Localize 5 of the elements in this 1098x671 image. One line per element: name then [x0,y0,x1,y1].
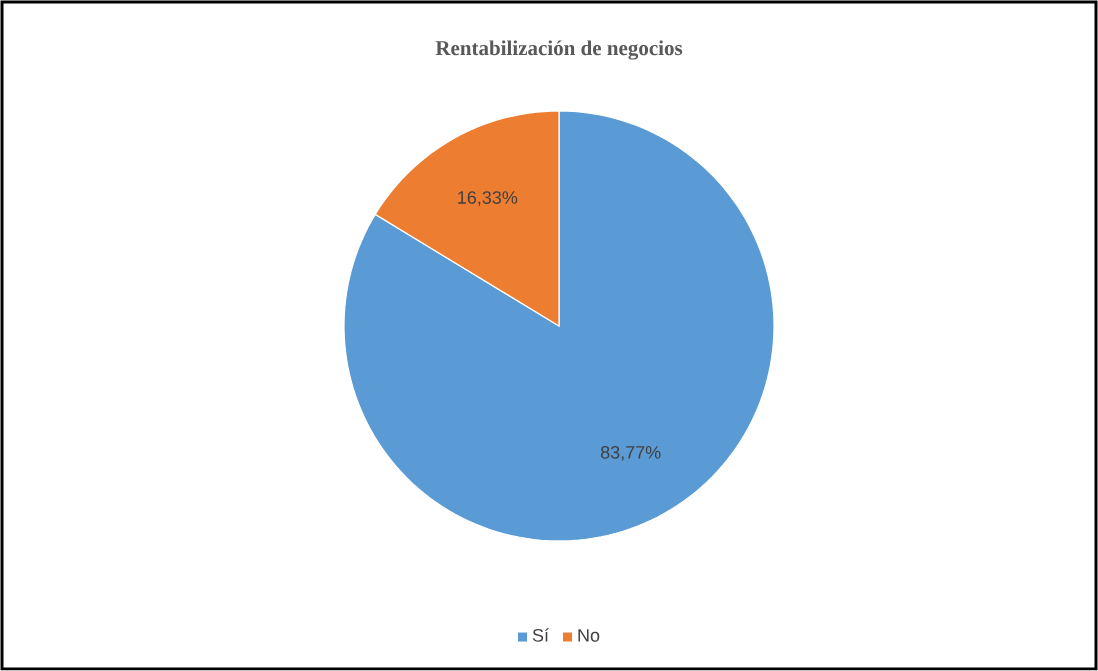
legend-label: Sí [532,628,549,642]
data-label: 16,33% [458,191,518,207]
legend-label: No [578,629,600,642]
data-label: 83,77% [600,445,661,461]
chart-title: Rentabilización de negocios [435,40,683,60]
